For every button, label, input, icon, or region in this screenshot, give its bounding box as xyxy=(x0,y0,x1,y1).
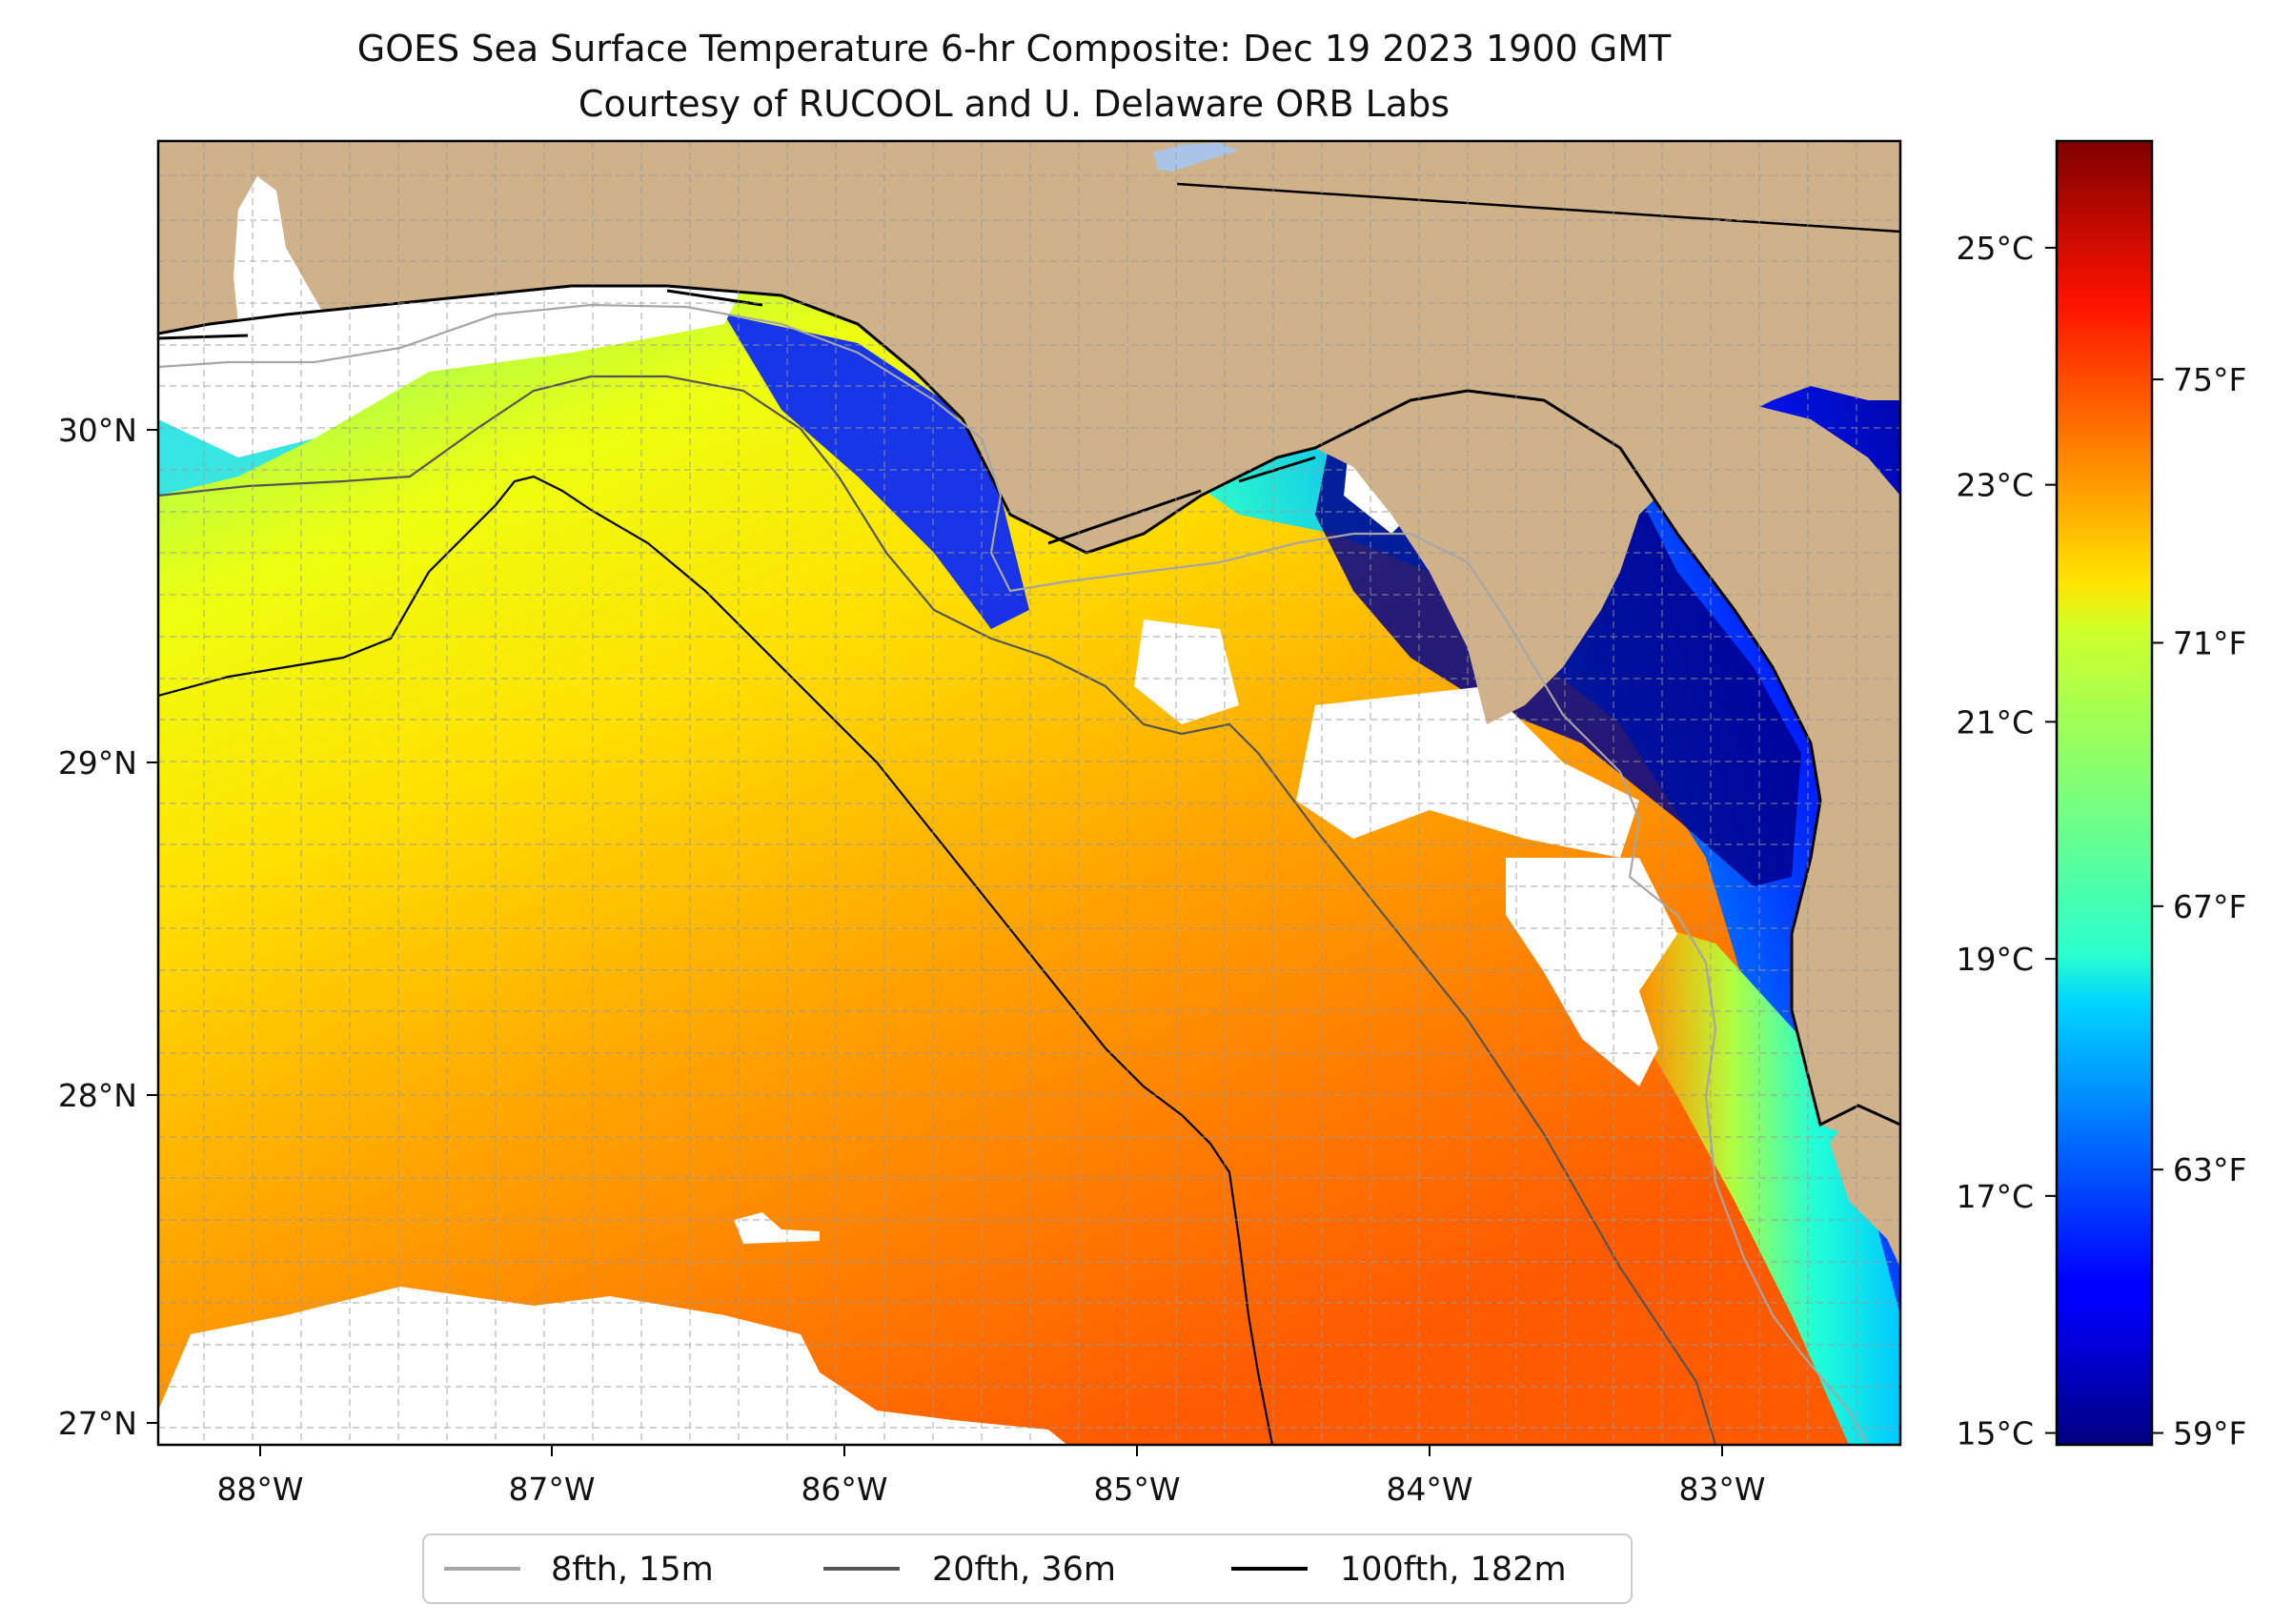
colorbar-celsius-axis: 25°C 23°C 21°C 19°C 17°C 15°C xyxy=(1956,230,2057,1452)
colorbar-gradient xyxy=(2055,139,2154,1447)
lon-tick-marks xyxy=(259,1445,1723,1456)
contour-182m xyxy=(158,475,1274,1445)
colorbar-fahrenheit-axis: 75°F 71°F 67°F 63°F 59°F xyxy=(2152,361,2246,1452)
lat-tick-label: 27°N xyxy=(58,1405,137,1442)
figure-title-line1: GOES Sea Surface Temperature 6-hr Compos… xyxy=(357,28,1672,70)
legend-label-15m: 8fth, 15m xyxy=(551,1551,714,1589)
figure-title-line2: Courtesy of RUCOOL and U. Delaware ORB L… xyxy=(578,83,1450,125)
legend-label-36m: 20fth, 36m xyxy=(932,1551,1116,1589)
cloud-mask-south xyxy=(158,1287,1067,1445)
lon-tick-label: 86°W xyxy=(801,1471,887,1508)
celsius-tick-label: 23°C xyxy=(1956,467,2034,504)
lon-tick-labels: 88°W 87°W 86°W 85°W 84°W 83°W xyxy=(216,1471,1765,1508)
map-frame xyxy=(156,139,1902,1447)
land-north xyxy=(158,141,1900,724)
celsius-tick-label: 17°C xyxy=(1956,1178,2034,1215)
state-border xyxy=(1176,182,1900,233)
barrier-islands xyxy=(158,289,1316,545)
fahrenheit-tick-label: 63°F xyxy=(2173,1151,2246,1188)
lon-tick-label: 84°W xyxy=(1386,1471,1472,1508)
celsius-tick-label: 15°C xyxy=(1956,1415,2034,1452)
contour-15m xyxy=(158,303,1869,1445)
celsius-tick-label: 21°C xyxy=(1956,703,2034,741)
lon-tick-label: 87°W xyxy=(508,1471,595,1508)
celsius-tick-label: 19°C xyxy=(1956,941,2034,978)
cold-water-south-coast xyxy=(1620,915,1900,1445)
fahrenheit-tick-label: 71°F xyxy=(2173,624,2246,661)
cloud-mask-southeast xyxy=(1506,858,1677,1086)
legend-box xyxy=(422,1533,1633,1604)
lon-tick-label: 83°W xyxy=(1678,1471,1765,1508)
contour-legend: 8fth, 15m 20fth, 36m 100fth, 182m xyxy=(422,1533,1633,1604)
land-southeast-coast xyxy=(1830,1106,1900,1268)
fahrenheit-tick-label: 75°F xyxy=(2173,361,2246,398)
lat-tick-marks xyxy=(147,429,158,1424)
lon-tick-label: 85°W xyxy=(1093,1471,1180,1508)
fahrenheit-tick-label: 59°F xyxy=(2173,1415,2246,1452)
legend-label-182m: 100fth, 182m xyxy=(1340,1551,1567,1589)
lat-tick-labels: 30°N 29°N 28°N 27°N xyxy=(58,412,137,1442)
lat-tick-label: 30°N xyxy=(58,412,137,449)
lake-seminole xyxy=(1153,143,1239,172)
lat-tick-label: 29°N xyxy=(58,744,137,782)
map-panel xyxy=(158,141,1900,1445)
colorbar: 25°C 23°C 21°C 19°C 17°C 15°C 75°F 71°F 67°F 63°… xyxy=(1956,139,2246,1452)
lat-tick-label: 28°N xyxy=(58,1077,137,1114)
cloud-mask-central-east xyxy=(1134,619,1239,724)
celsius-tick-label: 25°C xyxy=(1956,230,2034,267)
coastline-main xyxy=(158,284,1900,1127)
fahrenheit-tick-label: 67°F xyxy=(2173,888,2246,925)
cold-water-north-coast xyxy=(724,315,1029,629)
lon-tick-label: 88°W xyxy=(216,1471,303,1508)
map-gridlines xyxy=(158,141,1900,1445)
